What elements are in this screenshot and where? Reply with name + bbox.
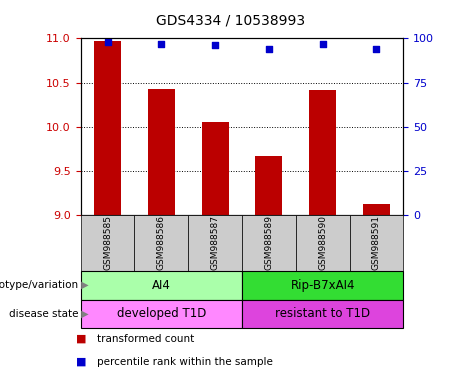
Text: Rip-B7xAI4: Rip-B7xAI4 bbox=[290, 279, 355, 291]
Bar bbox=[255, 156, 282, 215]
Point bbox=[212, 42, 219, 48]
Text: GSM988585: GSM988585 bbox=[103, 215, 112, 270]
Text: ▶: ▶ bbox=[78, 309, 89, 319]
Text: GSM988591: GSM988591 bbox=[372, 215, 381, 270]
Text: ■: ■ bbox=[76, 357, 87, 367]
Text: ▶: ▶ bbox=[78, 280, 89, 290]
Bar bbox=[309, 89, 336, 215]
Bar bbox=[94, 41, 121, 215]
Text: transformed count: transformed count bbox=[97, 334, 194, 344]
Text: GSM988589: GSM988589 bbox=[265, 215, 273, 270]
Text: GSM988590: GSM988590 bbox=[318, 215, 327, 270]
Text: ■: ■ bbox=[76, 334, 87, 344]
Text: resistant to T1D: resistant to T1D bbox=[275, 308, 370, 320]
Text: genotype/variation: genotype/variation bbox=[0, 280, 78, 290]
Point bbox=[373, 46, 380, 52]
Text: percentile rank within the sample: percentile rank within the sample bbox=[97, 357, 273, 367]
Point bbox=[104, 39, 111, 45]
Text: developed T1D: developed T1D bbox=[117, 308, 206, 320]
Text: GSM988587: GSM988587 bbox=[211, 215, 219, 270]
Text: GDS4334 / 10538993: GDS4334 / 10538993 bbox=[156, 13, 305, 27]
Text: disease state: disease state bbox=[9, 309, 78, 319]
Bar bbox=[148, 89, 175, 215]
Bar bbox=[201, 122, 229, 215]
Point bbox=[319, 41, 326, 47]
Bar bbox=[363, 204, 390, 215]
Point bbox=[265, 46, 272, 52]
Point bbox=[158, 41, 165, 47]
Text: AI4: AI4 bbox=[152, 279, 171, 291]
Text: GSM988586: GSM988586 bbox=[157, 215, 166, 270]
